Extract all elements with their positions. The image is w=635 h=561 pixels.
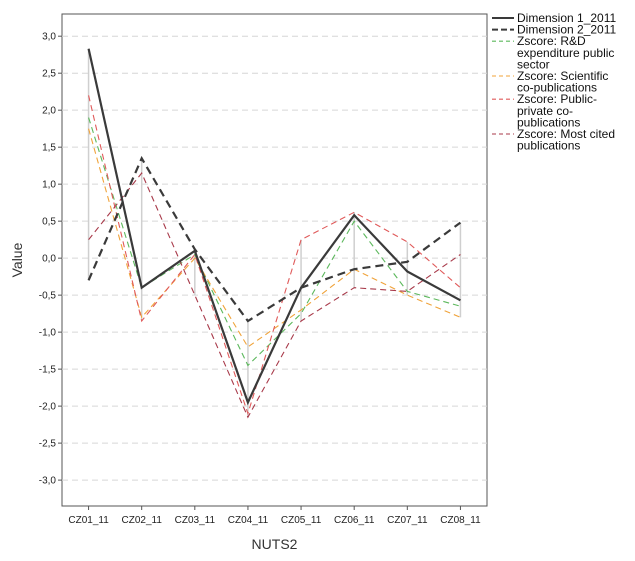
- legend-label: Dimension 1_2011: [517, 11, 617, 25]
- series-line: [87, 155, 462, 323]
- x-axis-title: NUTS2: [252, 536, 298, 552]
- y-tick-label: 2,5: [42, 69, 56, 80]
- legend-label: sector: [517, 57, 550, 71]
- legend-label: co-publications: [517, 81, 597, 95]
- legend-label: publications: [517, 115, 580, 129]
- x-tick-label: CZ03_11: [175, 515, 216, 526]
- y-tick-label: 0,5: [42, 217, 56, 228]
- series-line: [88, 95, 461, 416]
- y-axis-ticks: 3,0 2,5 2,0 1,5 1,0 0,5 0,0 -0,5 -1,0 -1,5 -2,0 -2,…: [39, 32, 62, 487]
- series-line: [88, 117, 461, 367]
- x-tick-label: CZ02_11: [121, 515, 162, 526]
- legend-label: expenditure public: [517, 46, 614, 60]
- x-tick-label: CZ04_11: [228, 515, 269, 526]
- legend-label: private co-: [517, 104, 573, 118]
- y-tick-label: 2,0: [42, 106, 56, 117]
- gridlines: [62, 35, 487, 481]
- legend-label: Zscore: Scientific: [517, 69, 608, 83]
- legend-label: Zscore: R&D: [517, 34, 586, 48]
- y-tick-label: -1,0: [39, 328, 57, 339]
- y-tick-label: 0,0: [42, 254, 56, 265]
- x-tick-label: CZ07_11: [387, 515, 428, 526]
- series-line: [87, 48, 461, 406]
- x-tick-label: CZ06_11: [334, 515, 375, 526]
- y-axis-title: Value: [9, 242, 25, 277]
- x-tick-label: CZ01_11: [68, 515, 109, 526]
- y-tick-label: -0,5: [39, 291, 57, 302]
- x-tick-label: CZ05_11: [281, 515, 322, 526]
- legend-label: publications: [517, 139, 580, 153]
- y-tick-label: -1,5: [39, 365, 57, 376]
- y-tick-label: 3,0: [42, 32, 56, 43]
- series-lines: [87, 48, 462, 419]
- x-tick-label: CZ08_11: [440, 515, 481, 526]
- y-tick-label: 1,0: [42, 180, 56, 191]
- y-tick-label: -2,0: [39, 402, 57, 413]
- x-axis-ticks: CZ01_11 CZ02_11 CZ03_11 CZ04_11 CZ05_11 CZ06_…: [68, 506, 481, 526]
- legend-label: Zscore: Most cited: [517, 127, 615, 141]
- drop-lines: [87, 48, 462, 418]
- y-tick-label: 1,5: [42, 143, 56, 154]
- y-tick-label: -3,0: [39, 476, 57, 487]
- y-tick-label: -2,5: [39, 439, 57, 450]
- legend-label: Dimension 2_2011: [517, 23, 617, 37]
- legend-label: Zscore: Public-: [517, 92, 597, 106]
- plot-area: [61, 13, 488, 507]
